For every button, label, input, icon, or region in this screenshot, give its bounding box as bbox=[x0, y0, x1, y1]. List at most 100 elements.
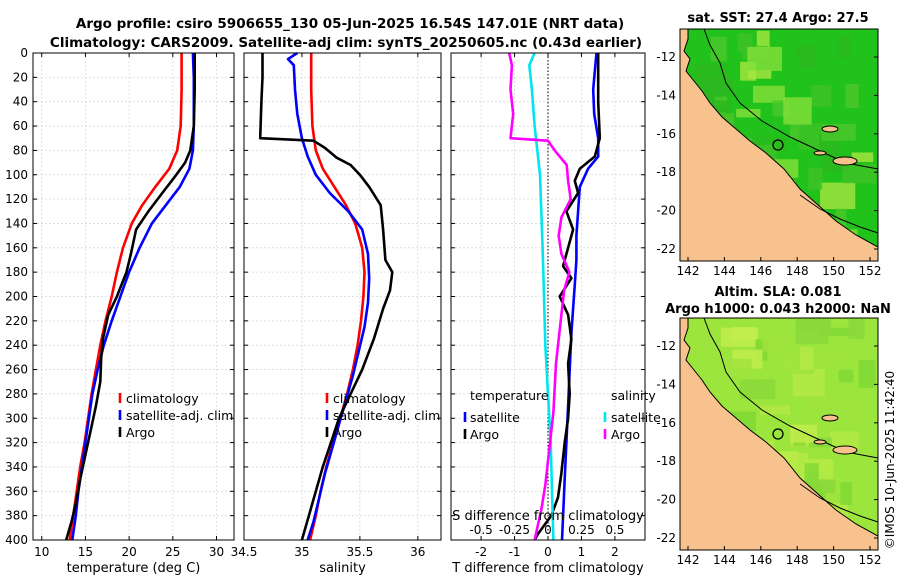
sea-texture-patch bbox=[837, 35, 851, 58]
sea-texture-patch bbox=[835, 208, 847, 228]
y-tick-label: 380 bbox=[5, 509, 28, 523]
legend-label: satellite bbox=[611, 410, 661, 425]
y-tick-label: 220 bbox=[5, 314, 28, 328]
map-frame bbox=[679, 317, 879, 551]
x-tick-label: 25 bbox=[165, 545, 180, 559]
sea-texture-patch bbox=[790, 424, 818, 443]
map-x-tick-label: 150 bbox=[822, 264, 845, 278]
reef-island bbox=[813, 439, 827, 445]
x-tick-label: 35.5 bbox=[347, 545, 374, 559]
sea-texture-patch bbox=[694, 63, 728, 84]
sea-texture-patch bbox=[845, 84, 859, 108]
x-axis-label: T difference from climatology bbox=[451, 561, 644, 576]
y-tick-label: 160 bbox=[5, 241, 28, 255]
map-x-tick-label: 152 bbox=[859, 264, 882, 278]
sea-texture-patch bbox=[808, 479, 836, 493]
y-tick-label: 200 bbox=[5, 290, 28, 304]
sla-map-title-1: Altim. SLA: 0.081 bbox=[715, 285, 842, 300]
y-tick-label: 400 bbox=[5, 533, 28, 547]
y-tick-label: 80 bbox=[13, 143, 28, 157]
secondary-tick-label: 0.25 bbox=[568, 523, 595, 537]
sea-texture-patch bbox=[819, 348, 843, 367]
map-x-tick-label: 142 bbox=[677, 264, 700, 278]
reef-island bbox=[821, 414, 839, 422]
sea-texture-patch bbox=[820, 182, 856, 210]
legend-label: Argo bbox=[611, 427, 640, 442]
sea-texture-patch bbox=[798, 123, 822, 150]
y-tick-label: 320 bbox=[5, 436, 28, 450]
x-tick-label: 15 bbox=[78, 545, 93, 559]
map-y-tick-label: -12 bbox=[656, 50, 676, 64]
sea-texture-patch bbox=[838, 369, 854, 383]
x-tick-label: 35 bbox=[294, 545, 309, 559]
y-tick-label: 140 bbox=[5, 216, 28, 230]
land-mass bbox=[679, 28, 879, 262]
sst-map-title: sat. SST: 27.4 Argo: 27.5 bbox=[687, 11, 868, 26]
map-x-tick-label: 148 bbox=[786, 553, 809, 567]
map-x-tick-label: 144 bbox=[713, 553, 736, 567]
series-line-climatology bbox=[68, 53, 183, 541]
map-x-tick-label: 146 bbox=[749, 264, 772, 278]
sea-texture-patch bbox=[720, 327, 756, 347]
y-tick-label: 260 bbox=[5, 363, 28, 377]
y-tick-label: 0 bbox=[20, 46, 28, 60]
x-tick-label: 1 bbox=[578, 545, 586, 559]
y-tick-label: 40 bbox=[13, 95, 28, 109]
sea-texture-patch bbox=[739, 379, 776, 400]
shelf-contour bbox=[799, 194, 879, 234]
map-x-tick-label: 144 bbox=[713, 264, 736, 278]
secondary-tick-label: -0.5 bbox=[469, 523, 492, 537]
y-tick-label: 20 bbox=[13, 70, 28, 84]
x-tick-label: 20 bbox=[121, 545, 136, 559]
map-y-tick-label: -12 bbox=[656, 339, 676, 353]
legend-label: climatology bbox=[126, 391, 199, 406]
x-tick-label: 36 bbox=[410, 545, 425, 559]
shelf-contour bbox=[703, 28, 879, 170]
y-tick-label: 280 bbox=[5, 387, 28, 401]
map-y-tick-label: -14 bbox=[656, 88, 676, 102]
map-x-tick-label: 148 bbox=[786, 264, 809, 278]
secondary-tick-label: -0.25 bbox=[499, 523, 530, 537]
sea-texture-patch bbox=[765, 144, 777, 168]
difference-panel: -2 -1 0 1 2 T difference from climatology S di… bbox=[450, 52, 661, 576]
y-tick-label: 240 bbox=[5, 338, 28, 352]
sea-texture-patch bbox=[795, 318, 829, 345]
legend-label: satellite bbox=[470, 410, 520, 425]
title-line-2: Climatology: CARS2009. Satellite-adj cli… bbox=[50, 35, 642, 51]
series-line-salinity-argo bbox=[507, 52, 572, 541]
sea-texture-patch bbox=[808, 396, 843, 410]
legend-label: Argo bbox=[333, 425, 362, 440]
sea-texture-patch bbox=[840, 482, 853, 505]
legend-group-title: salinity bbox=[611, 388, 656, 403]
y-tick-label: 120 bbox=[5, 192, 28, 206]
sea-texture-patch bbox=[842, 164, 877, 184]
shelf-contour bbox=[703, 317, 879, 459]
legend-group-title: temperature bbox=[470, 388, 549, 403]
sea-texture-patch bbox=[858, 360, 876, 388]
series-line-argo bbox=[258, 53, 394, 541]
argo-location-marker bbox=[772, 139, 784, 151]
map-y-tick-label: -20 bbox=[656, 204, 676, 218]
sea-texture-patch bbox=[756, 30, 770, 49]
series-line-temperature-argo bbox=[533, 53, 602, 541]
map-y-tick-label: -16 bbox=[656, 416, 676, 430]
reef-island bbox=[832, 156, 858, 166]
reef-island bbox=[813, 150, 827, 156]
sea-texture-patch bbox=[794, 48, 809, 57]
map-frame bbox=[679, 28, 879, 262]
y-tick-label: 60 bbox=[13, 119, 28, 133]
sea-texture-patch bbox=[753, 85, 785, 103]
sea-texture-patch bbox=[844, 398, 857, 426]
sea-texture-patch bbox=[830, 431, 860, 452]
salinity-panel: 34.5 35 35.5 36 salinity climatology satellite… bbox=[231, 51, 442, 576]
map-x-tick-label: 150 bbox=[822, 553, 845, 567]
secondary-tick-label: 0.5 bbox=[605, 523, 624, 537]
sea-texture-patch bbox=[762, 337, 789, 352]
x-tick-label: 2 bbox=[611, 545, 619, 559]
y-tick-label: 360 bbox=[5, 484, 28, 498]
map-y-tick-label: -18 bbox=[656, 165, 676, 179]
sea-texture-patch bbox=[790, 124, 801, 140]
land-mass bbox=[679, 317, 879, 551]
sea-texture-patch bbox=[759, 405, 791, 415]
